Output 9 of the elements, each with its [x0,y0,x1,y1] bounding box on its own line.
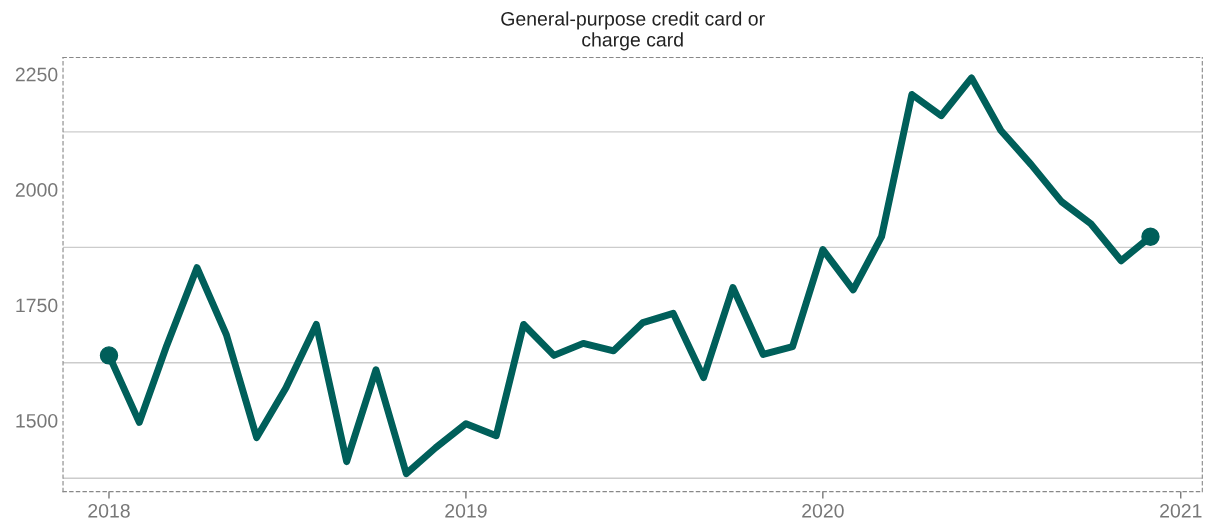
y-tick-label: 2000 [15,183,58,197]
x-tick-label: 2020 [802,503,844,518]
x-tick-label: 2021 [1160,503,1202,518]
x-tick-label: 2019 [445,503,487,518]
y-tick-label: 2250 [15,67,58,82]
chart-title: General-purpose credit card or charge card [501,11,765,51]
x-tick-label: 2018 [88,503,130,518]
y-tick-label: 1500 [16,413,58,428]
y-tick-label: 1750 [16,298,58,313]
